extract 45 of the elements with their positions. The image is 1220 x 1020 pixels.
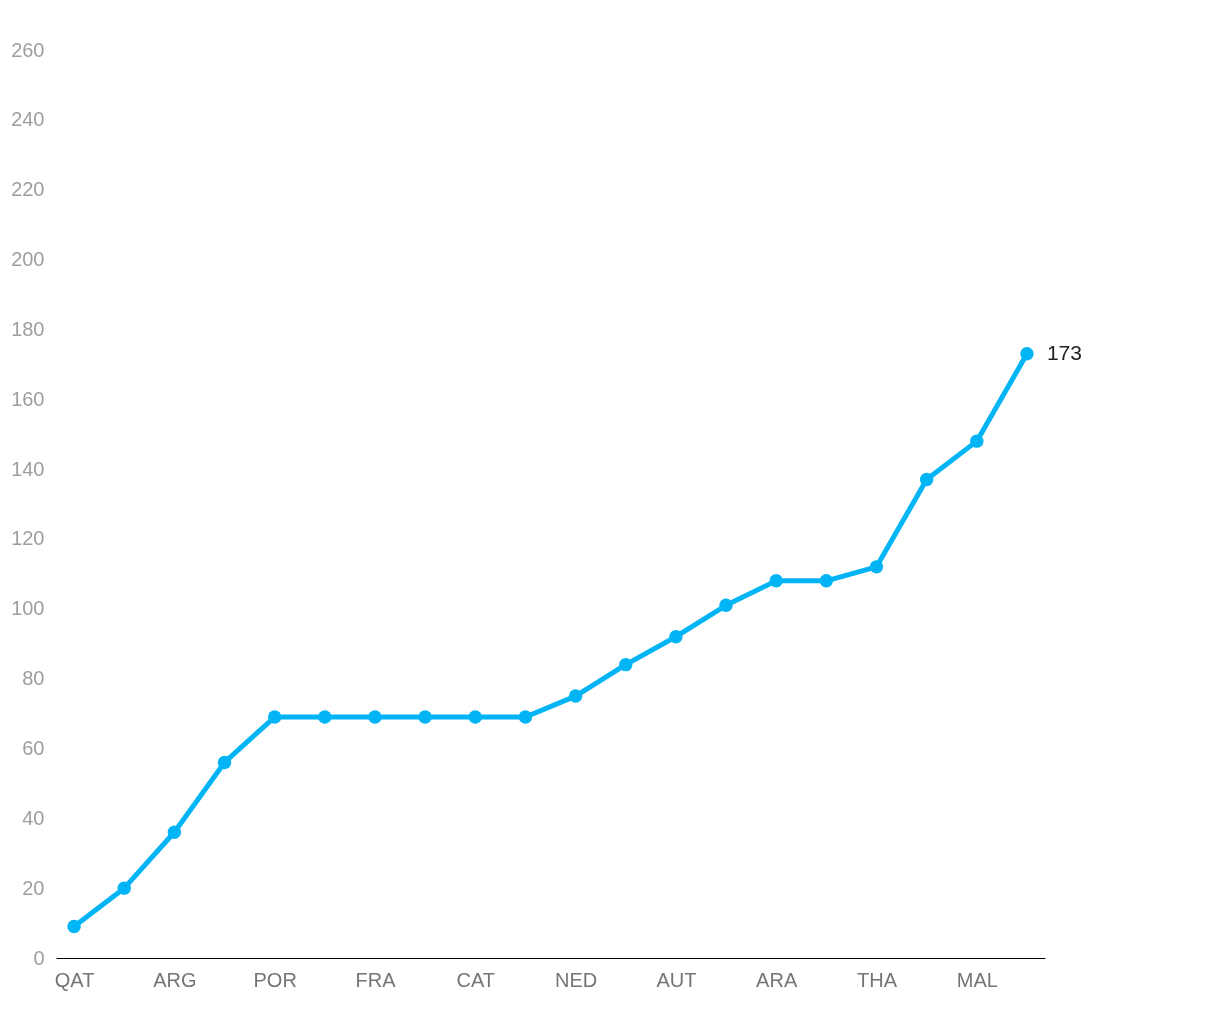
y-tick-label: 20 (22, 876, 45, 899)
x-tick-label: POR (253, 968, 297, 991)
y-tick-label: 0 (33, 946, 45, 969)
x-tick-label: THA (856, 968, 898, 991)
x-tick-label: QAT (54, 968, 95, 991)
point (619, 657, 633, 672)
point (267, 710, 282, 724)
point (468, 710, 482, 724)
point (1020, 347, 1034, 361)
point (919, 472, 934, 487)
y-tick-label: 80 (22, 667, 45, 690)
point (318, 710, 332, 724)
point (67, 919, 81, 934)
y-tick-label: 200 (11, 248, 45, 271)
y-tick-label: 60 (22, 736, 45, 759)
point (167, 825, 182, 839)
y-tick-label: 180 (11, 317, 45, 340)
y-tick-label: 220 (11, 178, 45, 201)
point (117, 881, 131, 895)
x-tick-label: FRA (355, 968, 397, 991)
point (518, 710, 533, 724)
x-tick-label: ARG (153, 968, 197, 991)
point (217, 755, 232, 770)
y-tick-label: 40 (22, 806, 45, 829)
point (970, 434, 984, 448)
x-tick-label: ARA (756, 968, 798, 991)
x-tick-label: AUT (656, 968, 697, 991)
point (669, 630, 683, 644)
y-tick-label: 260 (11, 38, 45, 61)
x-tick-label: NED (554, 968, 598, 991)
point (418, 710, 432, 724)
point (368, 710, 382, 724)
y-tick-label: 140 (11, 457, 45, 480)
point (819, 574, 834, 588)
point (719, 598, 733, 612)
point (869, 560, 884, 574)
y-tick-label: 100 (11, 597, 45, 620)
point (568, 689, 583, 703)
x-tick-label: CAT (456, 968, 496, 991)
y-tick-label: 120 (11, 527, 45, 550)
x-tick-label: MAL (956, 968, 998, 991)
y-tick-label: 240 (11, 108, 45, 131)
y-tick-label: 160 (11, 387, 45, 410)
point (769, 574, 783, 588)
data-label: 173 (1046, 340, 1082, 364)
